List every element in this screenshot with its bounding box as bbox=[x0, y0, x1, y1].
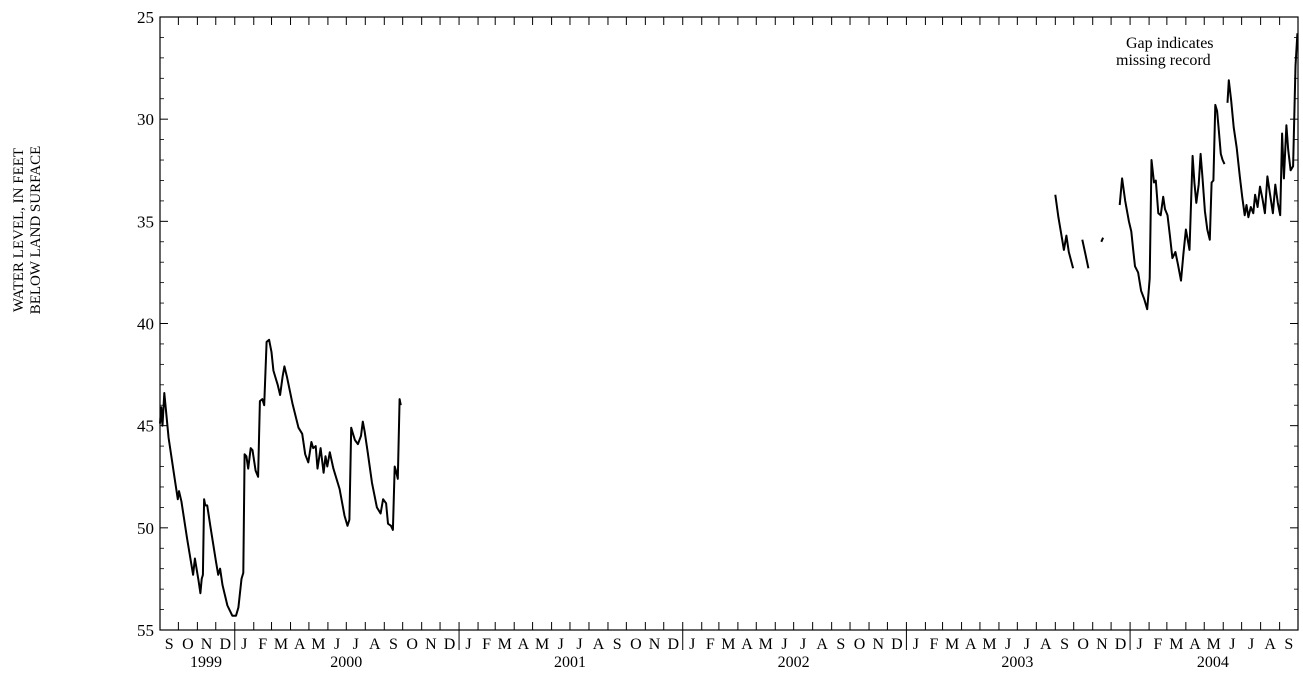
series-line-segment bbox=[1054, 194, 1075, 269]
x-month-label: M bbox=[535, 636, 549, 653]
x-month-label: M bbox=[945, 636, 959, 653]
x-month-label: S bbox=[613, 636, 622, 653]
plot-frame bbox=[159, 16, 1299, 631]
x-month-label: F bbox=[930, 636, 939, 653]
x-month-label: D bbox=[444, 636, 456, 653]
annotation-line-2: missing record bbox=[1116, 52, 1211, 69]
y-tick-label: 25 bbox=[137, 8, 154, 27]
y-tick-label: 40 bbox=[137, 315, 154, 334]
x-month-label: N bbox=[425, 636, 437, 653]
x-month-label: J bbox=[913, 636, 919, 653]
series-line-segment bbox=[1118, 103, 1226, 311]
x-month-label: J bbox=[465, 636, 471, 653]
x-month-label: J bbox=[1229, 636, 1235, 653]
x-month-label: M bbox=[982, 636, 996, 653]
x-month-label: A bbox=[741, 636, 753, 653]
x-month-label: N bbox=[1096, 636, 1108, 653]
x-month-label: M bbox=[759, 636, 773, 653]
y-tick-label: 35 bbox=[137, 212, 154, 231]
x-month-label: M bbox=[498, 636, 512, 653]
x-month-label: A bbox=[1189, 636, 1201, 653]
x-month-label: O bbox=[630, 636, 642, 653]
series-layer bbox=[159, 33, 1299, 617]
x-month-label: M bbox=[274, 636, 288, 653]
series-line-segment bbox=[1226, 33, 1299, 219]
y-tick-label: 50 bbox=[137, 519, 154, 538]
x-month-label: J bbox=[558, 636, 564, 653]
x-month-label: J bbox=[353, 636, 359, 653]
x-month-label: A bbox=[965, 636, 977, 653]
y-tick-label: 45 bbox=[137, 417, 154, 436]
x-month-label: O bbox=[1077, 636, 1089, 653]
y-axis-label-line-2: BELOW LAND SURFACE bbox=[28, 145, 44, 315]
x-month-label: D bbox=[1115, 636, 1127, 653]
x-month-label: A bbox=[593, 636, 605, 653]
x-month-label: N bbox=[872, 636, 884, 653]
x-month-label: J bbox=[689, 636, 695, 653]
x-month-label: J bbox=[334, 636, 340, 653]
x-year-label: 1999 bbox=[190, 654, 222, 671]
x-month-label: F bbox=[706, 636, 715, 653]
x-month-label: A bbox=[1040, 636, 1052, 653]
x-month-label: D bbox=[219, 636, 231, 653]
x-month-label: A bbox=[816, 636, 828, 653]
series-line-segment bbox=[1081, 239, 1090, 269]
x-year-label: 2001 bbox=[554, 654, 586, 671]
x-month-label: S bbox=[1060, 636, 1069, 653]
x-month-label: J bbox=[800, 636, 806, 653]
x-month-label: J bbox=[576, 636, 582, 653]
x-month-label: N bbox=[649, 636, 661, 653]
x-month-label: J bbox=[1248, 636, 1254, 653]
x-month-label: J bbox=[1024, 636, 1030, 653]
x-month-label: M bbox=[311, 636, 325, 653]
x-month-label: O bbox=[182, 636, 194, 653]
x-month-label: S bbox=[389, 636, 398, 653]
x-year-label: 2003 bbox=[1001, 654, 1033, 671]
x-month-label: A bbox=[1264, 636, 1276, 653]
x-year-label: 2002 bbox=[778, 654, 810, 671]
y-tick-label: 55 bbox=[137, 621, 154, 640]
x-month-label: O bbox=[406, 636, 418, 653]
x-month-label: A bbox=[294, 636, 306, 653]
x-month-label: S bbox=[165, 636, 174, 653]
x-month-label: S bbox=[1284, 636, 1293, 653]
annotation-line-1: Gap indicates bbox=[1126, 35, 1214, 52]
x-month-label: J bbox=[1005, 636, 1011, 653]
x-month-label: F bbox=[1154, 636, 1163, 653]
x-month-label: M bbox=[721, 636, 735, 653]
x-month-label: J bbox=[241, 636, 247, 653]
tick-layer bbox=[159, 16, 1299, 650]
x-month-label: M bbox=[1169, 636, 1183, 653]
x-month-label: D bbox=[667, 636, 679, 653]
series-line-segment bbox=[159, 338, 402, 617]
x-month-label: A bbox=[369, 636, 381, 653]
x-year-label: 2000 bbox=[330, 654, 362, 671]
x-month-label: J bbox=[781, 636, 787, 653]
series-line-segment bbox=[1100, 237, 1105, 243]
x-month-label: D bbox=[891, 636, 903, 653]
x-month-label: O bbox=[854, 636, 866, 653]
x-month-label: M bbox=[1207, 636, 1221, 653]
y-axis-label-line-1: WATER LEVEL, IN FEET bbox=[11, 147, 27, 313]
x-month-label: F bbox=[482, 636, 491, 653]
x-year-label: 2004 bbox=[1197, 654, 1229, 671]
x-month-label: A bbox=[518, 636, 530, 653]
x-month-label: F bbox=[258, 636, 267, 653]
y-tick-label: 30 bbox=[137, 110, 154, 129]
x-month-label: J bbox=[1136, 636, 1142, 653]
x-month-label: S bbox=[836, 636, 845, 653]
x-month-label: N bbox=[201, 636, 213, 653]
